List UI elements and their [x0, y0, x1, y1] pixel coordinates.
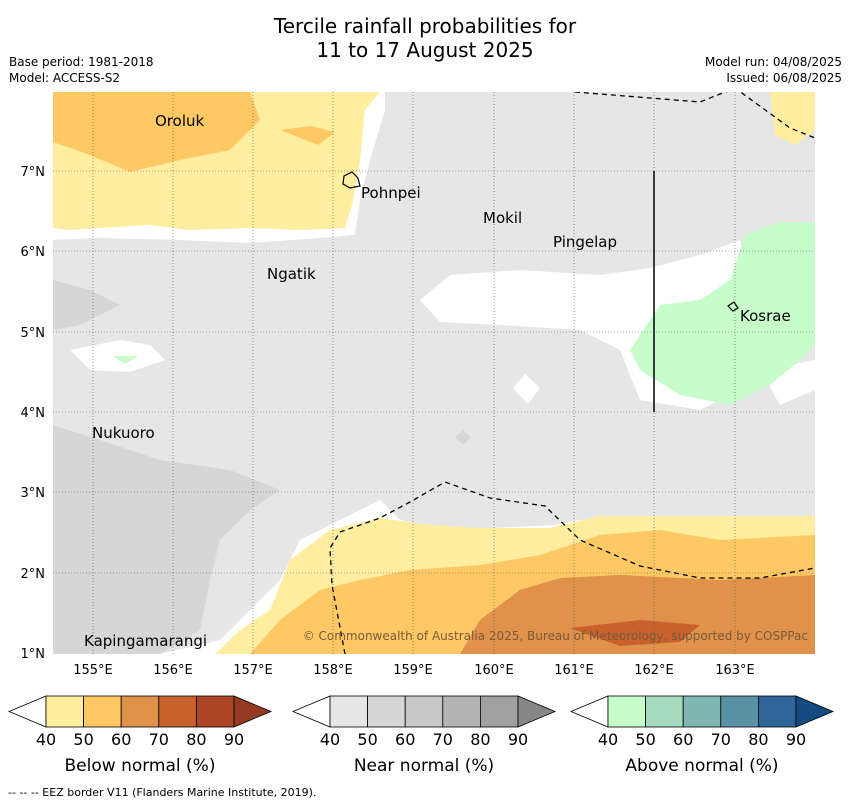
- colorbar-tick-label: 40: [598, 730, 618, 749]
- kosrae-island: [727, 301, 739, 312]
- place-oroluk: Oroluk: [155, 112, 204, 130]
- colorbar-extend-low: [291, 695, 331, 728]
- above-normal-region: [630, 222, 815, 405]
- colorbar-extend-high: [795, 695, 835, 728]
- colorbar-tick-label: 40: [36, 730, 56, 749]
- colorbar-tick-label: 50: [357, 730, 377, 749]
- lon-label: 160°E: [474, 663, 514, 678]
- lat-label: 4°N: [21, 406, 46, 421]
- eez-footer-note: -- -- -- EEZ border V11 (Flanders Marine…: [8, 786, 317, 799]
- colorbar-segment: [329, 695, 368, 728]
- colorbar-segment: [404, 695, 444, 728]
- issued-date: Issued: 06/08/2025: [726, 71, 842, 85]
- place-pohnpei: Pohnpei: [361, 184, 421, 202]
- colorbar-label-near: Near normal (%): [353, 756, 495, 776]
- colorbar-extend-high: [233, 695, 273, 728]
- colorbar-tick-label: 70: [711, 730, 731, 749]
- colorbar-segment: [367, 695, 406, 728]
- colorbar-tick-label: 90: [508, 730, 528, 749]
- colorbar-label-above: Above normal (%): [625, 756, 779, 776]
- colorbar-extend-low: [7, 695, 47, 728]
- colorbar-group: 40 50 60 70 80 90 40 50 60 70 80 90 40 50 60 70 80 90: [7, 695, 835, 749]
- place-ngatik: Ngatik: [267, 265, 316, 283]
- lon-label: 156°E: [153, 663, 193, 678]
- place-pingelap: Pingelap: [553, 233, 617, 251]
- base-period: Base period: 1981-2018: [9, 55, 154, 69]
- colorbar-segment: [758, 695, 797, 728]
- colorbar-tick-label: 40: [320, 730, 340, 749]
- lon-label: 159°E: [393, 663, 433, 678]
- colorbar-segment: [158, 695, 197, 728]
- colorbar-segment: [682, 695, 722, 728]
- model-name: Model: ACCESS-S2: [9, 71, 121, 85]
- colorbar-tick-label: 80: [748, 730, 768, 749]
- model-run: Model run: 04/08/2025: [704, 55, 842, 69]
- map-title-line2: 11 to 17 August 2025: [316, 38, 534, 62]
- colorbar-segment: [442, 695, 481, 728]
- lat-label: 1°N: [21, 647, 46, 662]
- lon-label: 157°E: [233, 663, 273, 678]
- map-title-line1: Tercile rainfall probabilities for: [273, 14, 577, 38]
- lat-label: 7°N: [21, 165, 46, 180]
- lat-label: 2°N: [21, 567, 46, 582]
- colorbar-segment: [645, 695, 684, 728]
- colorbar-tick-label: 60: [673, 730, 693, 749]
- colorbar-segment: [607, 695, 646, 728]
- map-area: Oroluk Pohnpei Mokil Pingelap Ngatik Kos…: [53, 92, 815, 654]
- colorbar-tick-label: 60: [111, 730, 131, 749]
- lon-label: 158°E: [313, 663, 353, 678]
- colorbar-tick-label: 70: [433, 730, 453, 749]
- lon-label: 163°E: [715, 663, 755, 678]
- colorbar-tick-label: 80: [470, 730, 490, 749]
- eez-border: [329, 92, 815, 654]
- colorbar-tick-label: 70: [149, 730, 169, 749]
- lon-label: 161°E: [554, 663, 594, 678]
- lon-label: 162°E: [634, 663, 674, 678]
- place-mokil: Mokil: [483, 209, 522, 227]
- colorbar-tick-label: 60: [395, 730, 415, 749]
- colorbar-tick-label: 90: [786, 730, 806, 749]
- colorbar-tick-label: 90: [224, 730, 244, 749]
- colorbar-segment: [720, 695, 759, 728]
- place-nukuoro: Nukuoro: [92, 424, 155, 442]
- colorbar-segment: [120, 695, 160, 728]
- colorbar-segment: [45, 695, 84, 728]
- pohnpei-island: [342, 171, 361, 189]
- colorbar-tick-label: 80: [186, 730, 206, 749]
- colorbar-segment: [195, 695, 235, 728]
- colorbar-segment: [83, 695, 122, 728]
- lon-label: 155°E: [73, 663, 113, 678]
- colorbar-label-below: Below normal (%): [64, 756, 216, 776]
- colorbar-tick-label: 50: [73, 730, 93, 749]
- lat-label: 6°N: [21, 245, 46, 260]
- copyright-note: © Commonwealth of Australia 2025, Bureau…: [303, 629, 808, 643]
- lat-label: 5°N: [21, 326, 46, 341]
- place-kapingamarangi: Kapingamarangi: [84, 632, 207, 650]
- place-kosrae: Kosrae: [740, 307, 791, 325]
- colorbar-extend-high: [517, 695, 557, 728]
- colorbar-tick-label: 50: [635, 730, 655, 749]
- lat-label: 3°N: [21, 486, 46, 501]
- colorbar-segment: [479, 695, 519, 728]
- colorbar-extend-low: [569, 695, 609, 728]
